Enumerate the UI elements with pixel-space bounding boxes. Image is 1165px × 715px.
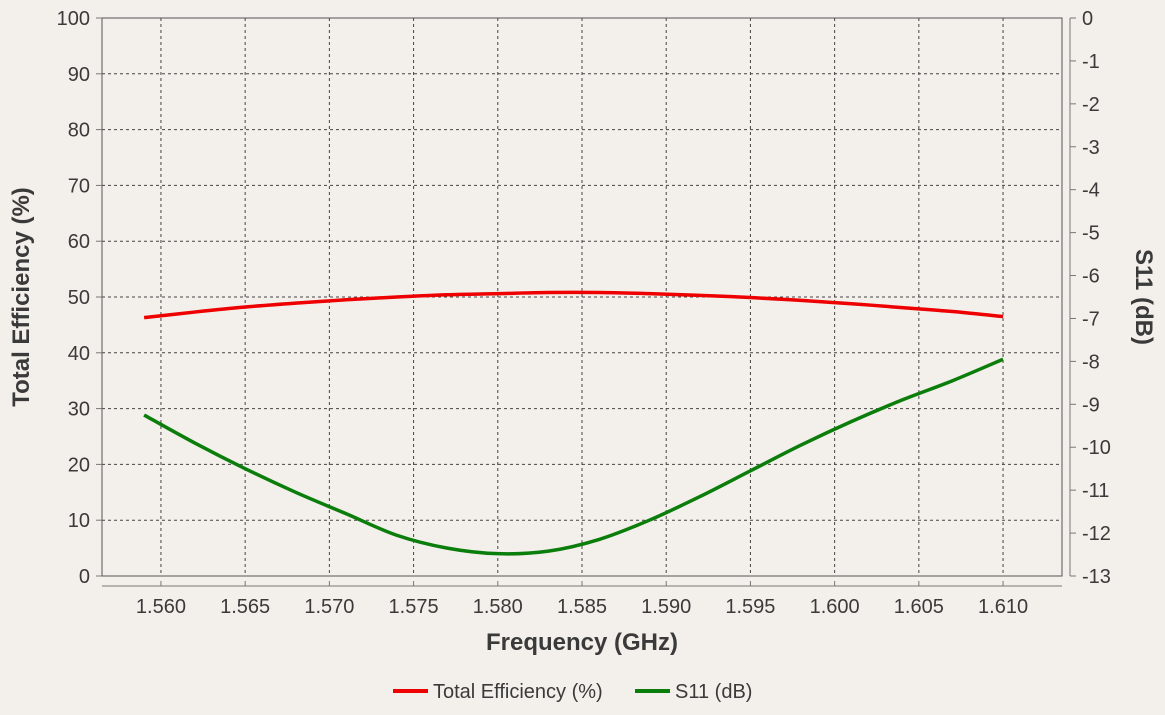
x-tick-label: 1.560: [136, 596, 186, 618]
y-tick-label: 0: [79, 566, 90, 588]
series-line-total-efficiency: [143, 290, 1004, 320]
legend-item-total-efficiency: Total Efficiency (%): [393, 681, 603, 703]
x-tick-label: 1.565: [220, 596, 270, 618]
y2-tick-label: -7: [1082, 308, 1100, 330]
axis-layer: [96, 17, 1076, 587]
y-tick-label: 80: [68, 120, 90, 142]
x-tick-label: 1.585: [557, 596, 607, 618]
y-tick-label: 60: [68, 231, 90, 253]
y2-tick-label: -8: [1082, 351, 1100, 373]
y-tick-label: 20: [68, 454, 90, 476]
y-axis-title: Total Efficiency (%): [8, 187, 35, 407]
x-tick-label: 1.580: [473, 596, 523, 618]
x-axis-title: Frequency (GHz): [486, 629, 678, 656]
y-tick-label: 40: [68, 343, 90, 365]
y-tick-label: 100: [57, 8, 90, 30]
grid-layer: [102, 18, 1062, 576]
y-tick-label: 70: [68, 175, 90, 197]
x-tick-label: 1.610: [978, 596, 1028, 618]
y2-tick-label: -6: [1082, 266, 1100, 288]
y-tick-label: 10: [68, 510, 90, 532]
y2-tick-label: -4: [1082, 180, 1100, 202]
y-tick-label: 30: [68, 399, 90, 421]
y2-tick-label: -11: [1082, 480, 1109, 502]
y2-tick-label: -12: [1082, 523, 1111, 545]
y-tick-label: 50: [68, 287, 90, 309]
y2-tick-label: -2: [1082, 94, 1100, 116]
y-tick-label: 90: [68, 64, 90, 86]
legend-item-s11: S11 (dB): [635, 681, 752, 703]
x-tick-label: 1.605: [894, 596, 944, 618]
legend: Total Efficiency (%) S11 (dB): [393, 681, 752, 703]
y2-axis-title: S11 (dB): [1130, 249, 1157, 345]
y2-tick-label: -9: [1082, 394, 1100, 416]
y2-tick-label: 0: [1082, 8, 1093, 30]
legend-label-s11: S11 (dB): [675, 681, 752, 703]
legend-label-total-efficiency: Total Efficiency (%): [433, 681, 603, 703]
series-line-s11: [143, 357, 1004, 556]
series-layer: [143, 290, 1004, 556]
label-layer: 0 10 20 30 40 50 60 70 80 90 100 0 -1 -2 -3 -4 -5 -6 -7 -8 -…: [57, 8, 1111, 618]
y2-tick-label: -3: [1082, 137, 1100, 159]
y2-tick-label: -13: [1082, 566, 1111, 588]
x-tick-label: 1.595: [725, 596, 775, 618]
x-tick-label: 1.600: [810, 596, 860, 618]
x-tick-label: 1.575: [389, 596, 439, 618]
y2-tick-label: -10: [1082, 437, 1111, 459]
x-tick-label: 1.570: [304, 596, 354, 618]
y2-tick-label: -5: [1082, 223, 1100, 245]
y2-tick-label: -1: [1082, 51, 1100, 73]
x-tick-label: 1.590: [641, 596, 691, 618]
